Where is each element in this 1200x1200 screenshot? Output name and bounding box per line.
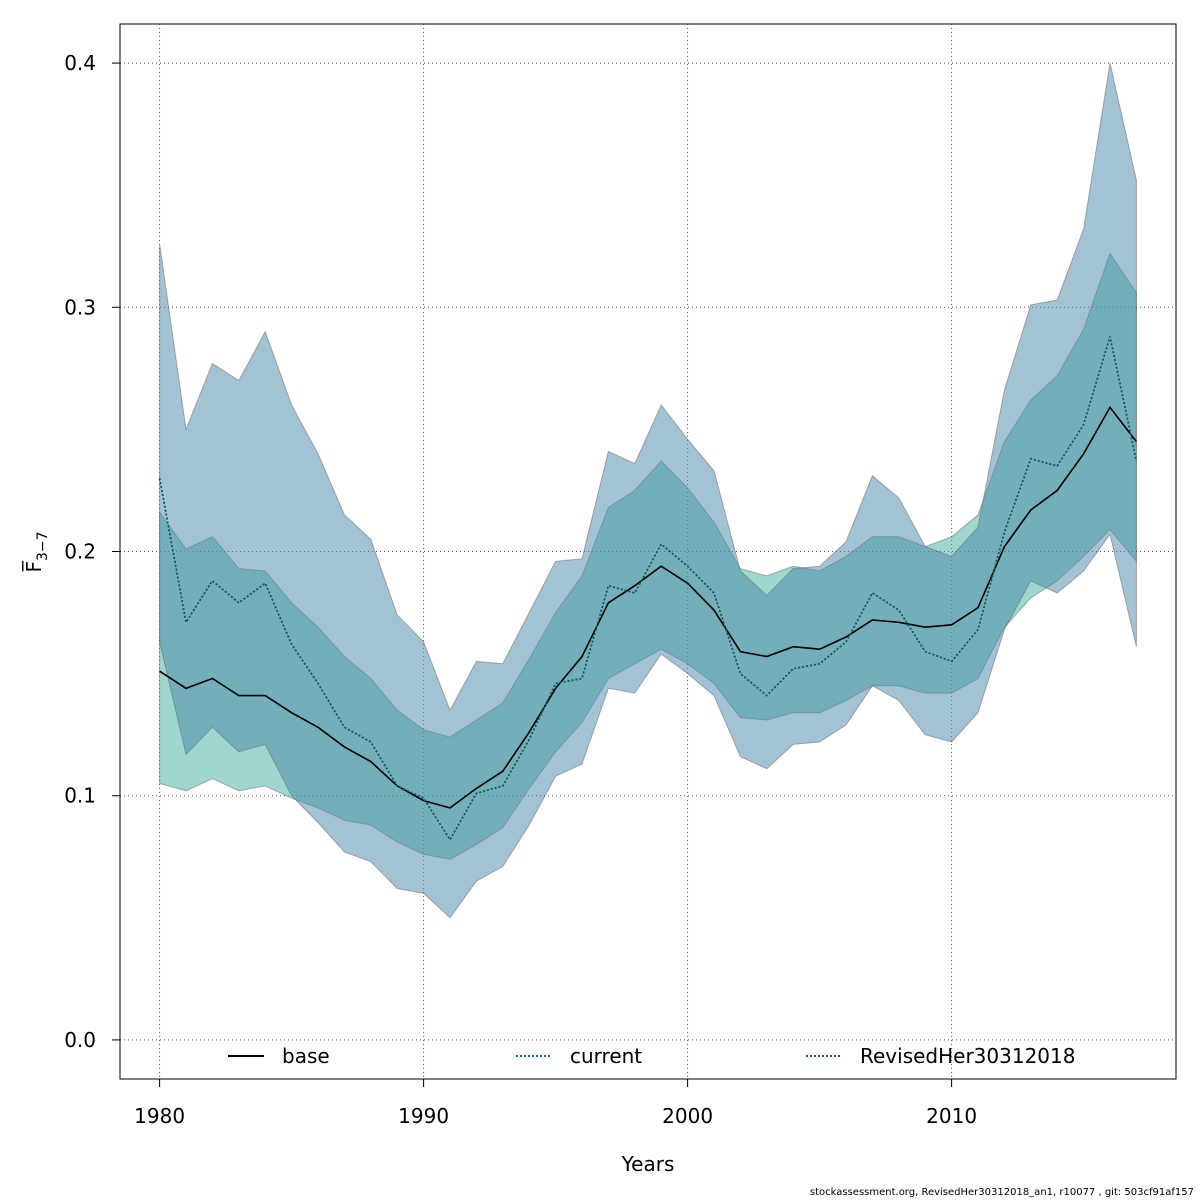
footer-credit: stockassessment.org, RevisedHer30312018_…: [809, 1187, 1194, 1198]
y-axis-title-main: F̅: [21, 560, 46, 573]
x-axis-ticks: 1980 1990 2000 2010: [134, 1079, 977, 1128]
y-axis-ticks: 0.0 0.1 0.2 0.3 0.4: [64, 51, 120, 1052]
x-axis-title: Years: [621, 1152, 675, 1176]
y-axis-title-subscript: 3−7: [35, 531, 51, 561]
band-current: [159, 62, 1137, 919]
series-lines: [158, 336, 1138, 842]
x-tick-label-2010: 2010: [926, 1104, 977, 1128]
x-tick-label-1980: 1980: [134, 1104, 185, 1128]
legend-label-revisedher30312018: RevisedHer30312018: [860, 1044, 1075, 1068]
y-axis-title: F̅3−7: [21, 531, 51, 572]
series-line-revisedher30312018: [158, 336, 1138, 842]
y-tick-label-3: 0.3: [64, 295, 96, 319]
legend: base current RevisedHer30312018: [228, 1044, 1075, 1068]
x-tick-label-2000: 2000: [662, 1104, 713, 1128]
confidence-bands: [159, 62, 1137, 919]
y-tick-label-2: 0.2: [64, 540, 96, 564]
series-line-base: [159, 405, 1138, 809]
legend-label-current: current: [570, 1044, 642, 1068]
y-tick-label-0: 0.0: [64, 1028, 96, 1052]
x-tick-label-1990: 1990: [398, 1104, 449, 1128]
legend-label-base: base: [282, 1044, 330, 1068]
y-tick-label-1: 0.1: [64, 784, 96, 808]
y-tick-label-4: 0.4: [64, 51, 96, 75]
